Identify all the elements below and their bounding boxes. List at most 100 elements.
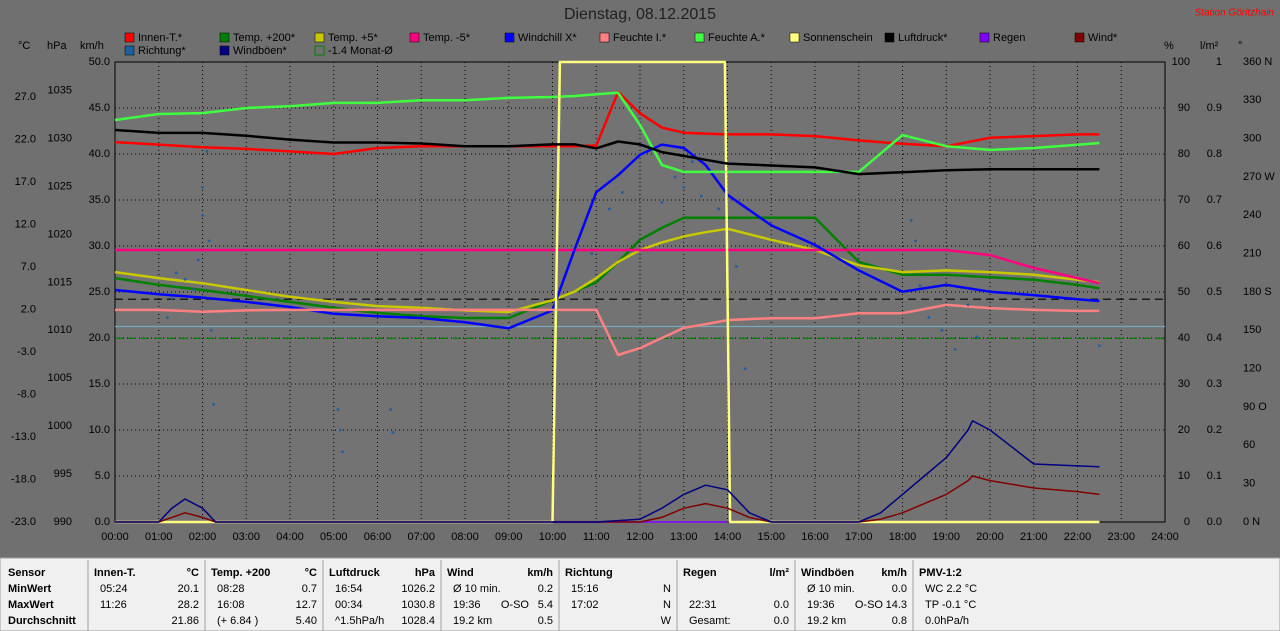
table-cell: 1026.2	[401, 583, 435, 595]
table-cell: 17:02	[571, 599, 599, 611]
direction-point	[391, 431, 395, 434]
direction-point	[212, 403, 215, 406]
direction-point	[201, 185, 204, 189]
direction-point	[201, 213, 204, 217]
y-tick-label: 1005	[48, 372, 72, 384]
table-cell: 1028.4	[401, 615, 435, 627]
table-cell: 14.3	[886, 599, 907, 611]
x-tick-label: 05:00	[320, 531, 348, 543]
x-tick-label: 12:00	[626, 531, 654, 543]
row-label: MaxWert	[8, 599, 54, 611]
y-tick-label: 15.0	[89, 378, 110, 390]
legend-label: Regen	[993, 32, 1025, 44]
y-tick-label: 50	[1178, 286, 1190, 298]
direction-point	[338, 428, 342, 432]
direction-point	[918, 284, 922, 288]
direction-point	[170, 296, 174, 300]
y-tick-label: 180 S	[1243, 286, 1272, 298]
series-line	[114, 128, 1100, 176]
legend-label: Feuchte A.*	[708, 32, 766, 44]
series-line	[114, 91, 1100, 174]
table-cell: Ø 10 min.	[453, 583, 501, 595]
y-tick-label: -3.0	[17, 346, 36, 358]
y-tick-label: 120	[1243, 363, 1261, 375]
legend-swatch	[124, 32, 135, 43]
table-cell: 5.4	[538, 599, 553, 611]
table-cell: 0.8	[892, 615, 907, 627]
y-tick-label: 30.0	[89, 240, 110, 252]
table-cell: 0.0	[774, 599, 789, 611]
table-cell: 0.0	[892, 583, 907, 595]
legend-swatch	[124, 45, 135, 56]
y-tick-label: 1035	[48, 85, 72, 97]
table-cell: 12.7	[296, 599, 317, 611]
x-tick-label: 19:00	[932, 531, 960, 543]
column-header: °C	[305, 567, 317, 579]
table-cell: 19.2 km	[807, 615, 846, 627]
legend-swatch	[314, 45, 325, 56]
legend-label: Sonnenschein	[803, 32, 873, 44]
direction-point	[196, 258, 200, 262]
legend-label: Innen-T.*	[138, 32, 183, 44]
direction-point	[209, 328, 213, 332]
table-cell: Ø 10 min.	[807, 583, 855, 595]
column-header: Wind	[447, 567, 474, 579]
y-tick-label: 30	[1178, 378, 1190, 390]
direction-point	[192, 288, 196, 291]
direction-point	[734, 265, 738, 268]
direction-point	[183, 277, 187, 281]
legend-swatch	[504, 32, 515, 43]
y-tick-label: -13.0	[11, 431, 36, 443]
column-header: Regen	[683, 567, 717, 579]
y-tick-label: 1	[1216, 56, 1222, 68]
table-cell: 5.40	[296, 615, 317, 627]
table-cell: 16:08	[217, 599, 245, 611]
table-cell: ^1.5hPa/h	[335, 615, 384, 627]
table-cell: 19.2 km	[453, 615, 492, 627]
y-tick-label: 1025	[48, 180, 72, 192]
table-cell: 19:36	[453, 599, 481, 611]
direction-point	[682, 185, 686, 189]
y-tick-label: 1000	[48, 420, 72, 432]
column-header: Innen-T.	[94, 567, 136, 579]
legend-label: Temp. +5*	[328, 32, 379, 44]
table-cell: N	[663, 599, 671, 611]
direction-point	[743, 367, 747, 371]
table-cell: W	[661, 615, 672, 627]
y-tick-label: 27.0	[15, 91, 36, 103]
column-header: Temp. +200	[211, 567, 270, 579]
y-tick-label: 0.8	[1207, 148, 1222, 160]
table-cell: 21.86	[171, 615, 199, 627]
x-tick-label: 16:00	[801, 531, 829, 543]
y-tick-label: 330	[1243, 94, 1261, 106]
x-tick-label: 22:00	[1064, 531, 1092, 543]
y-tick-label: 0.5	[1207, 286, 1222, 298]
y-tick-label: 990	[54, 516, 72, 528]
x-tick-label: 02:00	[189, 531, 217, 543]
y-tick-label: 995	[54, 468, 72, 480]
y-tick-label: 80	[1178, 148, 1190, 160]
x-tick-label: 21:00	[1020, 531, 1048, 543]
y-tick-label: 1010	[48, 324, 72, 336]
direction-point	[207, 239, 211, 243]
y-tick-label: -8.0	[17, 388, 36, 400]
x-tick-label: 01:00	[145, 531, 173, 543]
direction-point	[699, 194, 703, 198]
table-cell: 0.0hPa/h	[925, 615, 969, 627]
legend-swatch	[599, 32, 610, 43]
x-tick-label: 20:00	[976, 531, 1004, 543]
x-tick-label: 24:00	[1151, 531, 1179, 543]
axis-unit: km/h	[80, 40, 104, 52]
column-header: l/m²	[769, 567, 789, 579]
y-tick-label: 2.0	[21, 303, 36, 315]
legend-label: Temp. -5*	[423, 32, 471, 44]
y-tick-label: 10.0	[89, 424, 110, 436]
x-tick-label: 04:00	[276, 531, 304, 543]
column-header: Richtung	[565, 567, 613, 579]
column-header: PMV-1:2	[919, 567, 962, 579]
table-cell: 1030.8	[401, 599, 435, 611]
direction-point	[341, 450, 344, 454]
direction-point	[389, 408, 393, 411]
y-tick-label: 60	[1178, 240, 1190, 252]
